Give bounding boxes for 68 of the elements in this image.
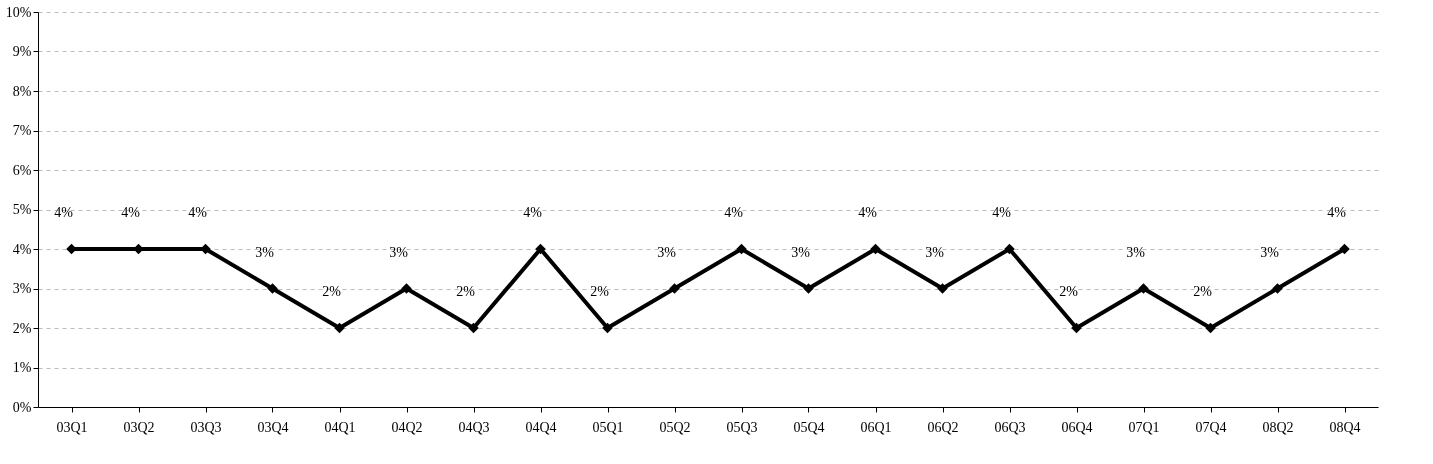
data-label: 2% — [322, 284, 342, 299]
point — [669, 283, 680, 294]
x-tick-label: 07Q4 — [1195, 419, 1227, 435]
point — [803, 283, 814, 294]
point — [937, 283, 948, 294]
data-label: 2% — [590, 284, 610, 299]
x-tick-label: 03Q1 — [56, 419, 88, 435]
y-tick-label: 0% — [12, 399, 32, 415]
x-tick-label: 07Q1 — [1128, 419, 1160, 435]
point — [401, 283, 412, 294]
point — [1272, 283, 1283, 294]
x-tick-label: 08Q4 — [1329, 419, 1361, 435]
y-tick-label: 5% — [12, 202, 32, 217]
data-label: 3% — [791, 244, 811, 260]
data-label: 3% — [657, 244, 677, 260]
point — [535, 243, 546, 255]
point — [1071, 322, 1082, 334]
data-label: 4% — [992, 205, 1012, 220]
y-tick-label: 2% — [12, 320, 32, 336]
x-tick-label: 04Q1 — [324, 419, 356, 435]
data-label: 4% — [724, 205, 744, 220]
x-tick-label: 06Q1 — [860, 419, 892, 435]
x-tick-label: 05Q1 — [592, 419, 624, 435]
x-tick-label: 06Q3 — [994, 419, 1026, 435]
point — [602, 322, 613, 334]
point — [870, 243, 881, 255]
data-label: 4% — [858, 205, 878, 220]
x-tick-label: 04Q2 — [391, 419, 423, 435]
y-tick-label: 1% — [12, 360, 32, 375]
y-tick-label: 8% — [12, 83, 32, 99]
data-label: 2% — [456, 284, 476, 299]
data-label: 3% — [925, 244, 945, 260]
data-label: 2% — [1193, 284, 1213, 299]
point — [468, 322, 479, 334]
y-tick-label: 6% — [12, 162, 32, 178]
y-tick-label: 10% — [5, 4, 32, 20]
x-tick-label: 06Q2 — [927, 419, 959, 435]
data-label: 3% — [389, 244, 409, 260]
data-label: 4% — [188, 205, 208, 220]
point — [334, 322, 345, 334]
y-tick-label: 9% — [12, 44, 32, 59]
data-label: 2% — [1059, 284, 1079, 299]
y-tick-label: 7% — [12, 123, 32, 138]
x-tick-label: 05Q4 — [793, 419, 825, 435]
y-tick-label: 3% — [12, 281, 32, 296]
x-tick-label: 03Q3 — [190, 419, 222, 435]
y-tick-label: 4% — [12, 241, 32, 257]
x-tick-label: 04Q4 — [525, 419, 557, 435]
point — [1205, 322, 1216, 334]
data-label: 3% — [1126, 244, 1146, 260]
x-tick-label: 06Q4 — [1061, 419, 1093, 435]
x-tick-label: 04Q3 — [458, 419, 490, 435]
x-tick-label: 03Q4 — [257, 419, 289, 435]
data-label: 3% — [1260, 244, 1280, 260]
x-tick-label: 03Q2 — [123, 419, 155, 435]
point — [1004, 243, 1015, 255]
point — [1339, 243, 1350, 255]
data-label: 3% — [255, 244, 275, 260]
point — [1138, 283, 1149, 294]
data-label: 4% — [523, 205, 543, 220]
data-label: 4% — [54, 205, 74, 220]
x-tick-label: 05Q2 — [659, 419, 691, 435]
point — [267, 283, 278, 294]
x-tick-label: 08Q2 — [1262, 419, 1294, 435]
data-label: 4% — [1327, 205, 1347, 220]
point — [736, 243, 747, 255]
x-tick-label: 05Q3 — [726, 419, 758, 435]
data-label: 4% — [121, 205, 141, 220]
